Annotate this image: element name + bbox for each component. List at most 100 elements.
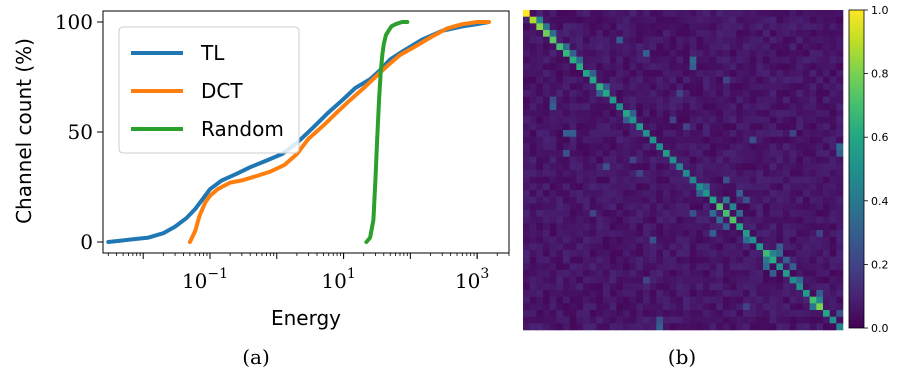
heatmap-cell (676, 283, 684, 291)
heatmap-cell (769, 196, 777, 204)
heatmap-cell (616, 256, 624, 264)
heatmap-cell (623, 50, 630, 57)
heatmap-cell (816, 136, 824, 144)
heatmap-cell (529, 290, 537, 297)
heatmap-cell (583, 90, 590, 97)
heatmap-cell (763, 56, 770, 64)
heatmap-cell (756, 10, 764, 17)
heatmap-cell (663, 123, 670, 131)
heatmap-cell (836, 170, 844, 177)
heatmap-cell (709, 143, 717, 151)
heatmap-cell (803, 56, 810, 64)
heatmap-cell (663, 170, 670, 177)
colorbar-gradient (848, 9, 865, 329)
heatmap-cell (823, 63, 830, 71)
heatmap-cell (636, 170, 644, 177)
heatmap-cell (716, 23, 724, 31)
heatmap-cell (656, 236, 664, 244)
heatmap-cell (583, 163, 590, 171)
heatmap-cell (823, 296, 830, 304)
heatmap-cell (649, 270, 657, 277)
heatmap-cell (569, 36, 577, 44)
heatmap-cell (643, 316, 650, 324)
heatmap-cell (556, 190, 564, 197)
heatmap-cell (549, 290, 557, 297)
heatmap-cell (783, 256, 790, 264)
heatmap-cell (743, 176, 750, 184)
heatmap-cell (823, 290, 830, 297)
heatmap-cell (569, 310, 577, 317)
heatmap-cell (523, 130, 530, 137)
heatmap-cell (583, 23, 590, 31)
heatmap-cell (669, 10, 677, 17)
heatmap-cell (683, 190, 690, 197)
heatmap-cell (816, 36, 824, 44)
heatmap-cell (623, 223, 630, 231)
heatmap-cell (743, 56, 750, 64)
heatmap-cell (576, 203, 584, 211)
heatmap-cell (623, 163, 630, 171)
heatmap-cell (736, 256, 744, 264)
heatmap-cell (543, 143, 550, 151)
heatmap-cell (836, 10, 844, 17)
heatmap-cell (769, 23, 777, 31)
heatmap-cell (796, 50, 804, 57)
heatmap-cell (596, 176, 604, 184)
heatmap-cell (529, 50, 537, 57)
heatmap-cell (756, 216, 764, 224)
heatmap-cell (796, 123, 804, 131)
heatmap-cell (576, 43, 584, 51)
heatmap-cell (549, 116, 557, 124)
heatmap-cell (656, 56, 664, 64)
heatmap-cell (803, 316, 810, 324)
heatmap-cell (789, 190, 797, 197)
heatmap-cell (656, 76, 664, 84)
heatmap-cell (723, 30, 730, 37)
heatmap-cell (696, 130, 704, 137)
heatmap-cell (523, 170, 530, 177)
heatmap-cell (609, 230, 617, 237)
heatmap-cell (676, 70, 684, 77)
heatmap-cell (823, 223, 830, 231)
heatmap-cell (743, 236, 750, 244)
heatmap-cell (803, 43, 810, 51)
heatmap-cell (676, 123, 684, 131)
heatmap-cell (776, 90, 784, 97)
heatmap-cell (583, 170, 590, 177)
heatmap-cell (603, 163, 610, 171)
heatmap-cell (603, 256, 610, 264)
heatmap-cell (556, 43, 564, 51)
heatmap-cell (709, 243, 717, 251)
heatmap-cell (596, 256, 604, 264)
heatmap-cell (803, 303, 810, 311)
heatmap-cell (689, 250, 697, 257)
heatmap-cell (709, 96, 717, 104)
heatmap-cell (776, 110, 784, 117)
heatmap-cell (809, 230, 817, 237)
heatmap-cell (769, 223, 777, 231)
heatmap-cell (749, 90, 757, 97)
heatmap-cell (829, 196, 837, 204)
heatmap-cell (529, 323, 537, 331)
heatmap-cell (736, 63, 744, 71)
heatmap-cell (709, 210, 717, 217)
heatmap-cell (569, 76, 577, 84)
heatmap-cell (809, 16, 817, 24)
heatmap-cell (763, 243, 770, 251)
heatmap-cell (803, 270, 810, 277)
heatmap-cell (756, 23, 764, 31)
heatmap-cell (529, 176, 537, 184)
heatmap-cell (623, 256, 630, 264)
heatmap-cell (549, 36, 557, 44)
heatmap-cell (629, 116, 637, 124)
heatmap-cell (703, 236, 710, 244)
heatmap-cell (836, 256, 844, 264)
heatmap-cell (763, 276, 770, 284)
heatmap-cell (529, 243, 537, 251)
heatmap-cell (829, 203, 837, 211)
heatmap-cell (703, 296, 710, 304)
heatmap-cell (536, 16, 544, 24)
heatmap-cell (663, 236, 670, 244)
heatmap-cell (796, 70, 804, 77)
heatmap-cell (636, 323, 644, 331)
